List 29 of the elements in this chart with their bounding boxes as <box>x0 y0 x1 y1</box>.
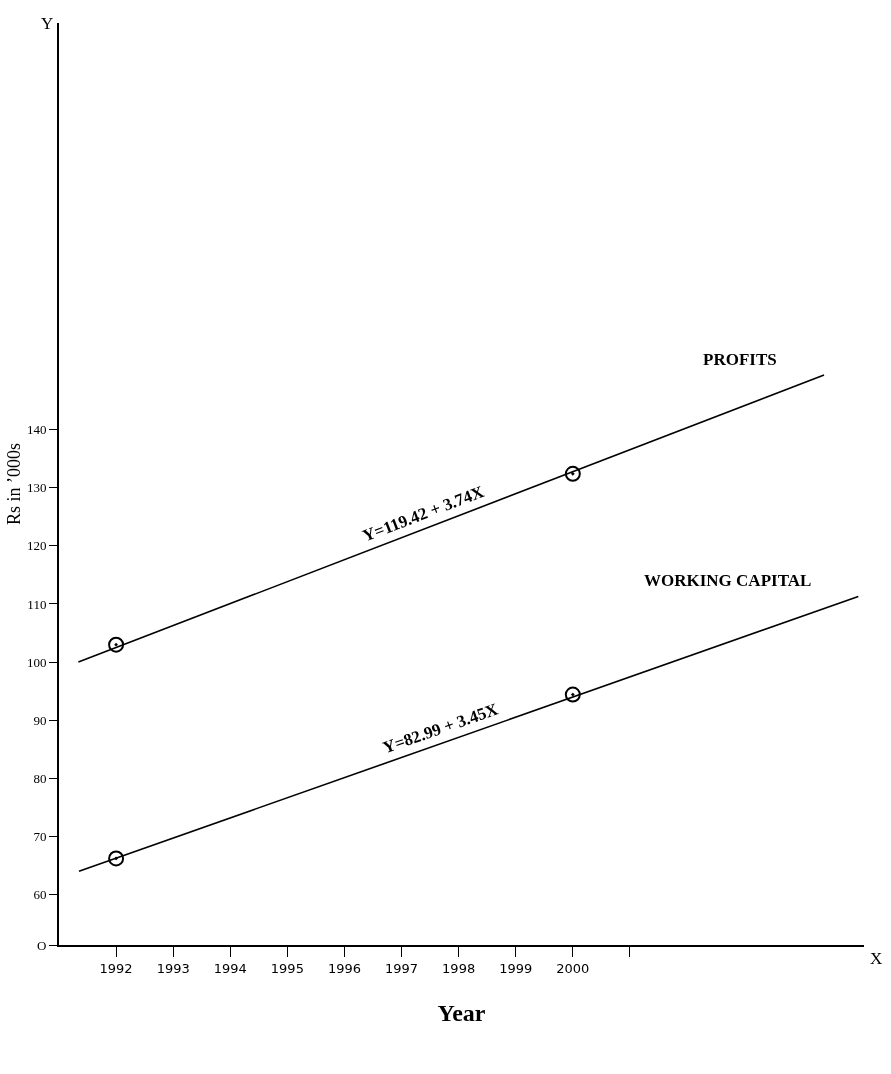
text: X <box>870 949 883 968</box>
x-tick-label: 1995 <box>270 960 304 976</box>
series-label: PROFITS <box>703 350 777 369</box>
x-tick-label: 1996 <box>327 960 362 976</box>
point <box>108 636 125 653</box>
x-tick-label: 1998 <box>442 960 476 976</box>
y-tick-label: 140 <box>26 422 47 438</box>
x-tick-label: 1994 <box>213 960 247 976</box>
text: Y <box>41 14 54 33</box>
x-tick-label: 1993 <box>156 960 190 976</box>
y-axis-title: Rs in ’000s <box>3 442 24 526</box>
y-tick-label: 60 <box>33 887 47 903</box>
x-tick-label: 1999 <box>499 960 533 976</box>
x-axis-title: Year <box>437 1000 486 1027</box>
y-tick-label: 130 <box>26 480 47 496</box>
point <box>564 686 581 703</box>
x-tick-label: 2000 <box>556 960 590 976</box>
y-tick-label: 90 <box>33 712 47 728</box>
y-tick-label: 120 <box>26 538 47 554</box>
y-tick-label: 110 <box>27 596 47 612</box>
point <box>564 465 581 482</box>
series-label: WORKING CAPITAL <box>644 571 812 590</box>
point <box>108 850 125 867</box>
y-tick-label: 80 <box>33 770 47 786</box>
y-tick-label: 100 <box>26 654 47 670</box>
y-tick-label: O <box>37 937 47 953</box>
y-tick-label: 70 <box>33 828 47 844</box>
x-tick-label: 1992 <box>99 960 133 976</box>
x-tick-label: 1997 <box>385 960 419 976</box>
